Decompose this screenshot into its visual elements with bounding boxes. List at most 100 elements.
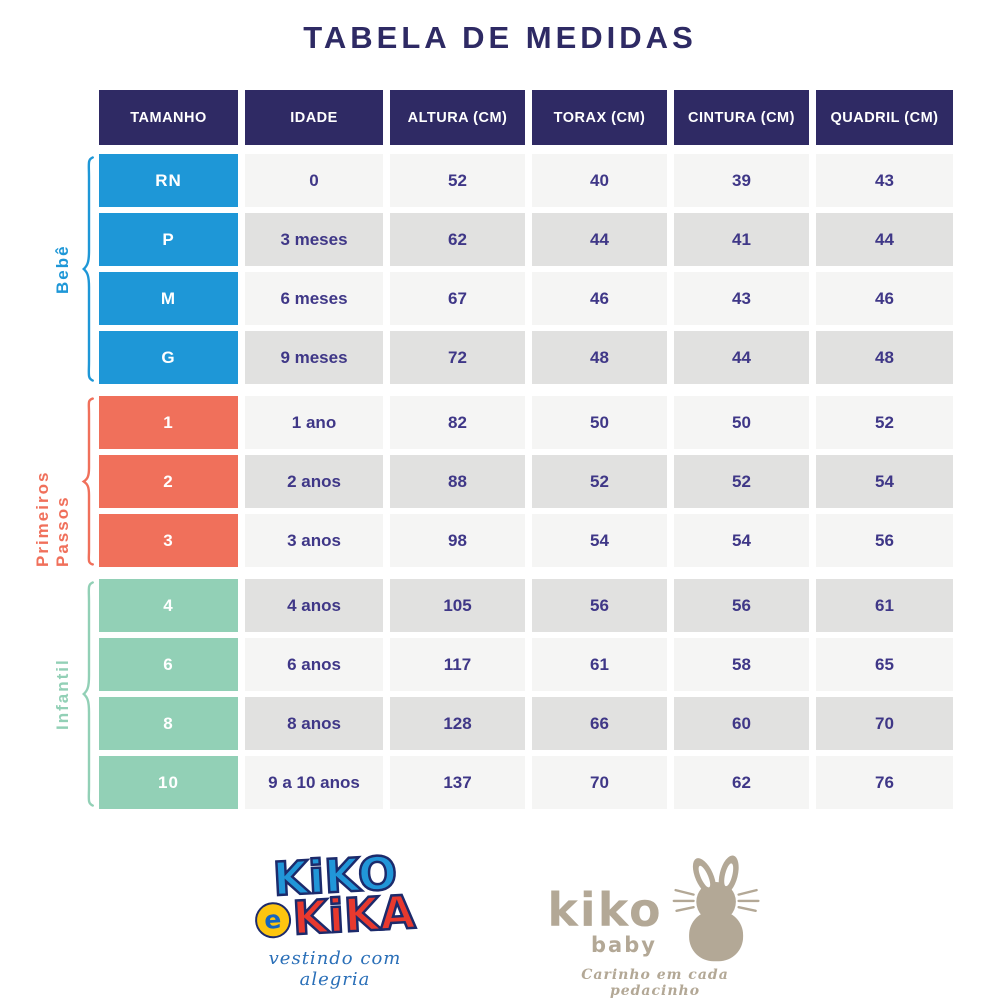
idade-cell: 8 anos — [245, 697, 383, 750]
torax-cell: 70 — [532, 756, 667, 809]
kiko-baby-logo: kiko baby — [540, 855, 770, 999]
torax-cell: 52 — [532, 455, 667, 508]
cintura-cell: 54 — [674, 514, 809, 567]
size-cell: M — [99, 272, 238, 325]
altura-cell: 72 — [390, 331, 525, 384]
brace-icon — [80, 396, 95, 567]
quadril-cell: 56 — [816, 514, 953, 567]
table-row: RN 0 52 40 39 43 — [99, 154, 953, 207]
header-idade: IDADE — [245, 90, 383, 145]
cintura-cell: 50 — [674, 396, 809, 449]
cintura-cell: 43 — [674, 272, 809, 325]
altura-cell: 52 — [390, 154, 525, 207]
idade-cell: 2 anos — [245, 455, 383, 508]
altura-cell: 105 — [390, 579, 525, 632]
idade-cell: 6 meses — [245, 272, 383, 325]
header-tamanho: TAMANHO — [99, 90, 238, 145]
cintura-cell: 44 — [674, 331, 809, 384]
torax-cell: 46 — [532, 272, 667, 325]
kiko-baby-name: kiko — [547, 882, 663, 937]
kiko-baby-top: kiko baby — [540, 855, 770, 963]
altura-cell: 137 — [390, 756, 525, 809]
group-bebe-annotation: Bebê — [47, 154, 95, 384]
quadril-cell: 61 — [816, 579, 953, 632]
idade-cell: 9 a 10 anos — [245, 756, 383, 809]
kiko-baby-words: kiko baby — [547, 882, 663, 963]
table-row: 10 9 a 10 anos 137 70 62 76 — [99, 756, 953, 809]
kiko-e-kika-tagline: vestindo com alegria — [268, 948, 402, 991]
size-cell: P — [99, 213, 238, 266]
size-cell: 8 — [99, 697, 238, 750]
size-cell: 6 — [99, 638, 238, 691]
cintura-cell: 56 — [674, 579, 809, 632]
cintura-cell: 52 — [674, 455, 809, 508]
idade-cell: 9 meses — [245, 331, 383, 384]
altura-cell: 62 — [390, 213, 525, 266]
idade-cell: 3 meses — [245, 213, 383, 266]
cintura-cell: 41 — [674, 213, 809, 266]
idade-cell: 1 ano — [245, 396, 383, 449]
size-cell: 2 — [99, 455, 238, 508]
header-cintura: CINTURA (CM) — [674, 90, 809, 145]
quadril-cell: 54 — [816, 455, 953, 508]
altura-cell: 128 — [390, 697, 525, 750]
cintura-cell: 62 — [674, 756, 809, 809]
size-cell: 10 — [99, 756, 238, 809]
kiko-e-kika-logo: KiKO e KiKA vestindo com alegria — [230, 845, 440, 991]
idade-cell: 0 — [245, 154, 383, 207]
altura-cell: 117 — [390, 638, 525, 691]
quadril-cell: 65 — [816, 638, 953, 691]
kiko-baby-sub: baby — [591, 933, 657, 957]
quadril-cell: 43 — [816, 154, 953, 207]
quadril-cell: 44 — [816, 213, 953, 266]
idade-cell: 3 anos — [245, 514, 383, 567]
header-torax: TORAX (CM) — [532, 90, 667, 145]
brace-icon — [80, 154, 95, 384]
group-bebe-label: Bebê — [53, 244, 72, 294]
torax-cell: 54 — [532, 514, 667, 567]
kiko-baby-tagline: Carinho em cada pedacinho — [581, 967, 729, 999]
brace-icon — [80, 579, 95, 809]
quadril-cell: 76 — [816, 756, 953, 809]
altura-cell: 67 — [390, 272, 525, 325]
cintura-cell: 60 — [674, 697, 809, 750]
size-cell: 4 — [99, 579, 238, 632]
quadril-cell: 52 — [816, 396, 953, 449]
table-header-row: TAMANHO IDADE ALTURA (CM) TORAX (CM) CIN… — [99, 90, 953, 145]
torax-cell: 66 — [532, 697, 667, 750]
cintura-cell: 58 — [674, 638, 809, 691]
torax-cell: 44 — [532, 213, 667, 266]
size-cell: G — [99, 331, 238, 384]
header-quadril: QUADRIL (CM) — [816, 90, 953, 145]
group-bebe: Bebê RN 0 52 40 39 43 P 3 meses 62 44 41 44 M 6 meses… — [53, 154, 953, 384]
size-cell: RN — [99, 154, 238, 207]
size-cell: 1 — [99, 396, 238, 449]
group-infantil-label: Infantil — [53, 658, 72, 730]
footer-logos: KiKO e KiKA vestindo com alegria kiko ba… — [0, 845, 1000, 999]
torax-cell: 56 — [532, 579, 667, 632]
group-primeiros-passos-annotation: Primeiros Passos — [33, 396, 95, 567]
size-cell: 3 — [99, 514, 238, 567]
kika-wordmark: KiKA — [290, 883, 418, 946]
quadril-cell: 48 — [816, 331, 953, 384]
altura-cell: 82 — [390, 396, 525, 449]
header-altura: ALTURA (CM) — [390, 90, 525, 145]
quadril-cell: 46 — [816, 272, 953, 325]
quadril-cell: 70 — [816, 697, 953, 750]
altura-cell: 88 — [390, 455, 525, 508]
cintura-cell: 39 — [674, 154, 809, 207]
group-infantil-annotation: Infantil — [47, 579, 95, 809]
torax-cell: 61 — [532, 638, 667, 691]
e-badge: e — [253, 900, 292, 939]
size-table: TAMANHO IDADE ALTURA (CM) TORAX (CM) CIN… — [33, 90, 953, 809]
altura-cell: 98 — [390, 514, 525, 567]
